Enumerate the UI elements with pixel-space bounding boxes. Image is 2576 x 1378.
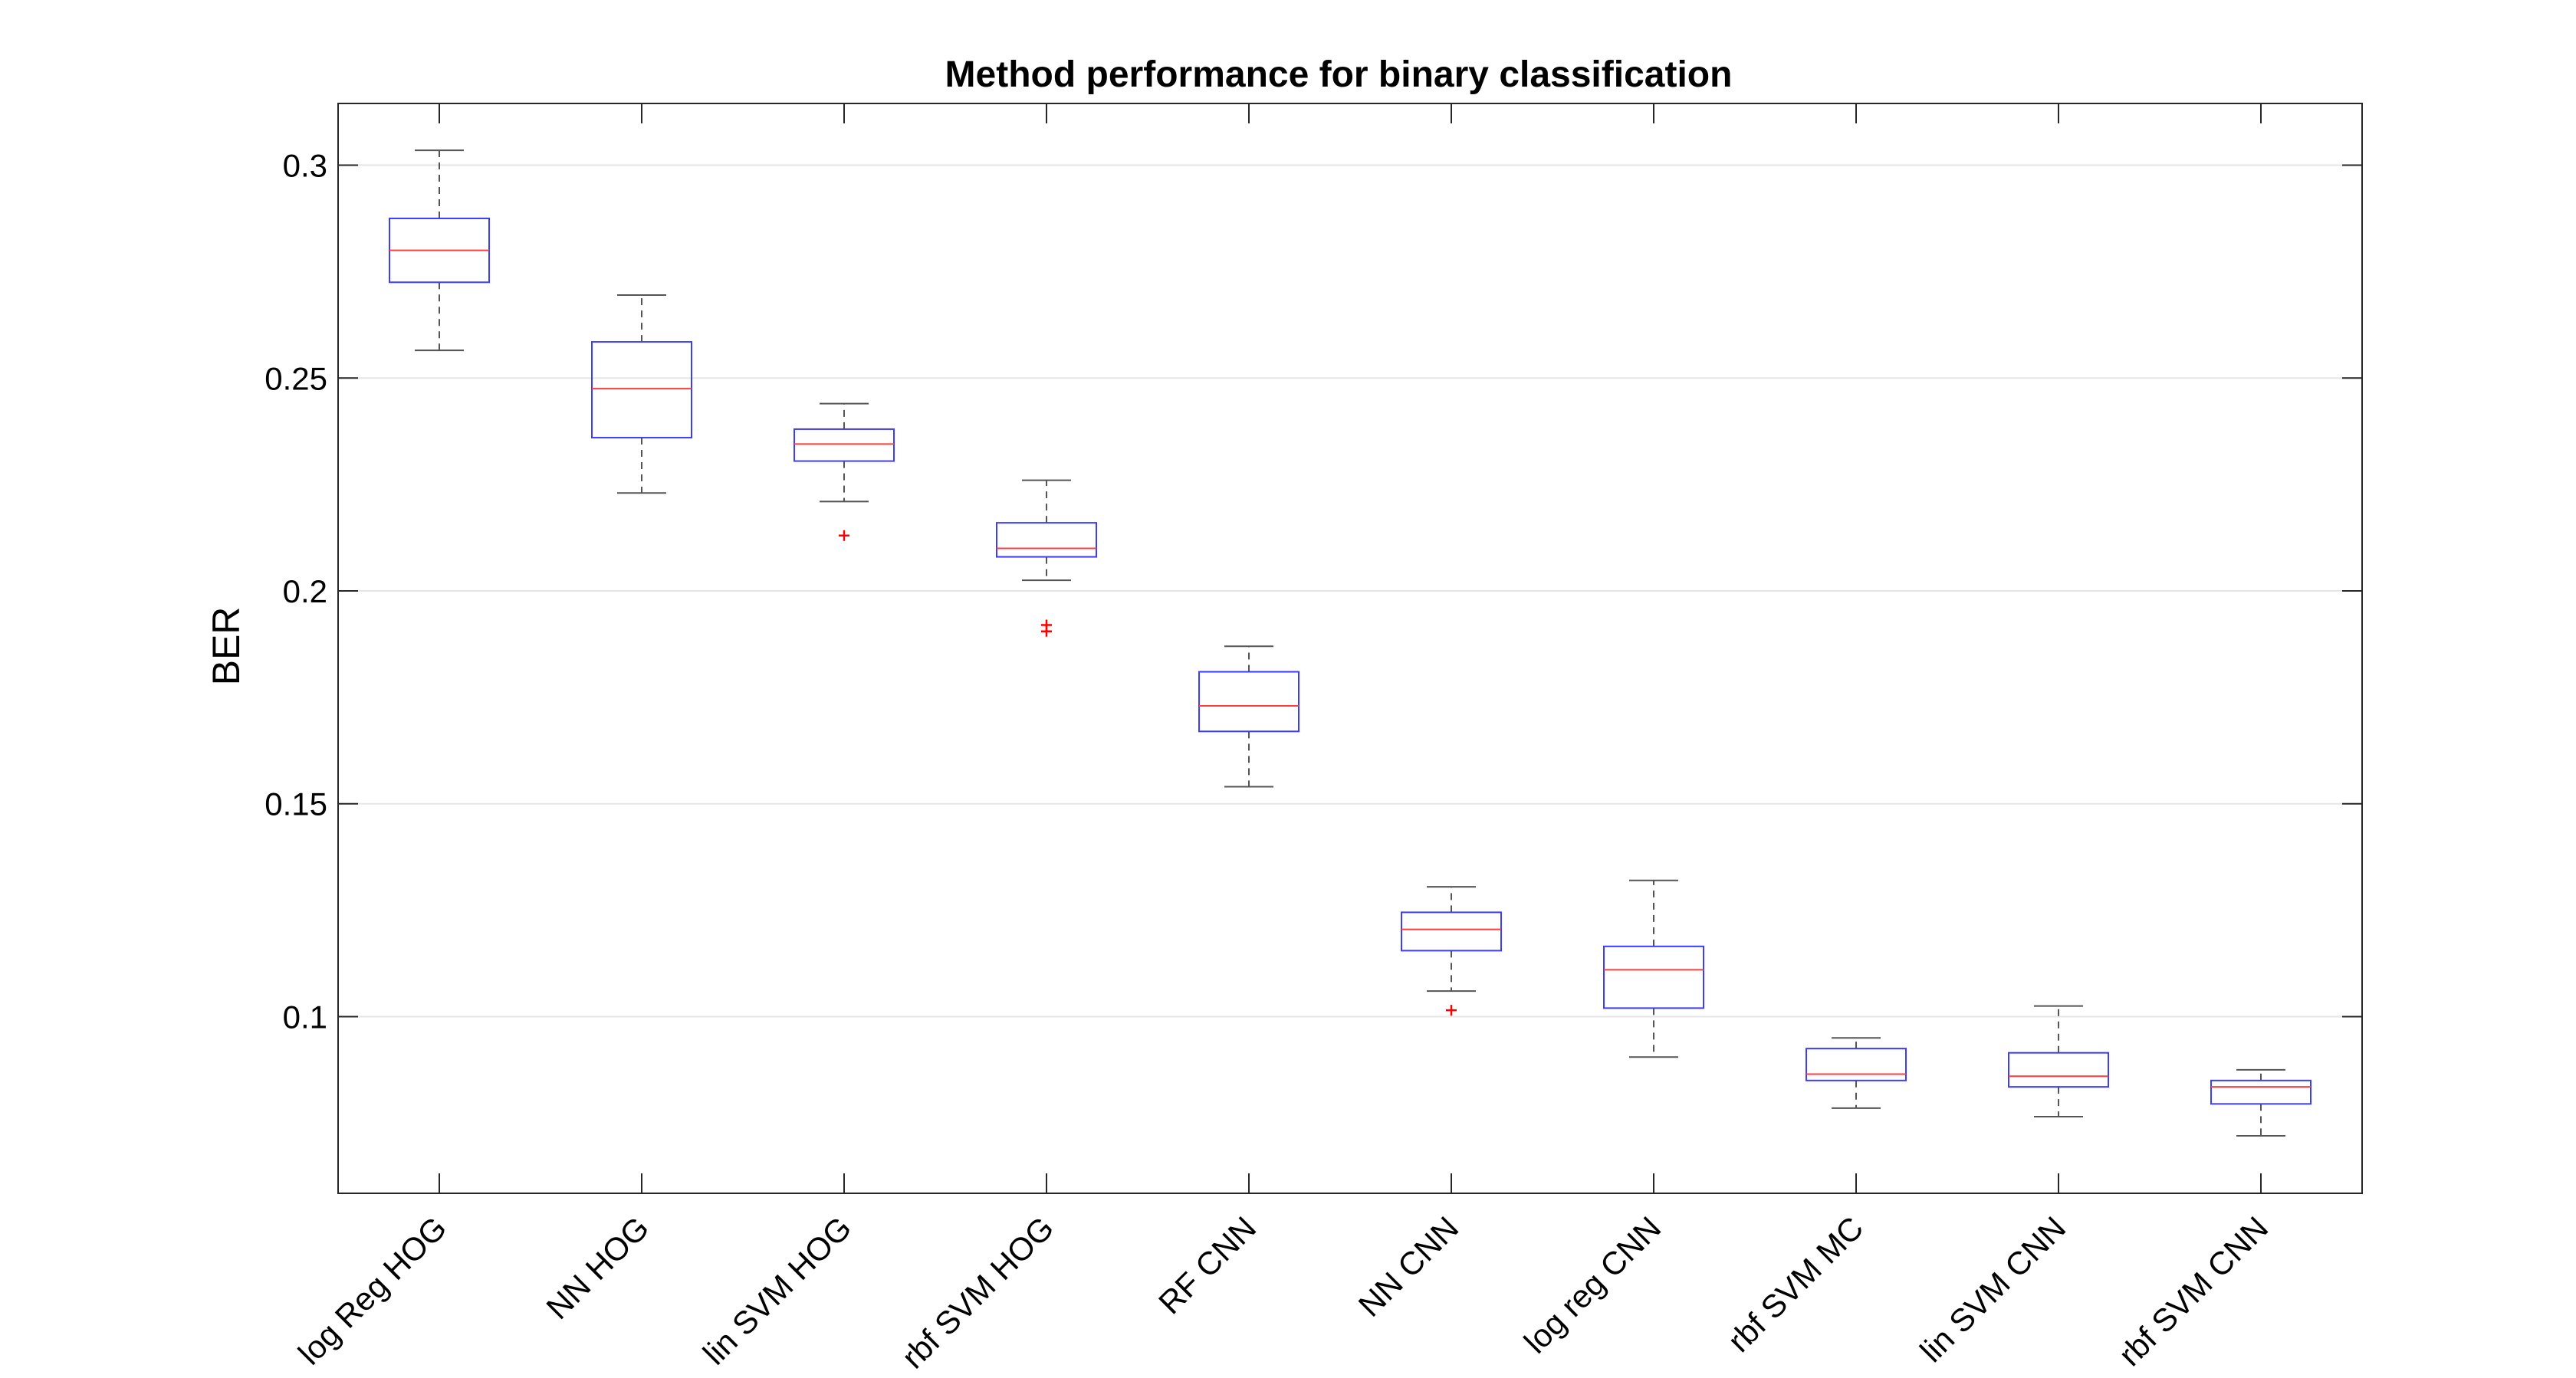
box-iqr	[794, 428, 895, 462]
y-tick-label: 0.2	[283, 573, 327, 609]
outlier-marker	[1041, 625, 1052, 637]
x-tick-label: lin SVM CNN	[1913, 1209, 2072, 1369]
axes-frame	[337, 103, 2363, 1194]
box-6	[1401, 886, 1502, 1016]
box-4	[996, 479, 1097, 637]
y-tick-label: 0.25	[264, 360, 327, 396]
box-3	[794, 402, 895, 541]
x-tick-label: NN CNN	[1352, 1209, 1466, 1324]
outlier-marker	[1446, 1005, 1457, 1016]
x-tick-label: lin SVM HOG	[696, 1209, 858, 1371]
box-iqr	[1806, 1048, 1907, 1081]
x-tick-label: RF CNN	[1152, 1209, 1263, 1321]
box-iqr	[2008, 1052, 2109, 1088]
box-iqr	[1603, 945, 1704, 1009]
chart-title: Method performance for binary classifica…	[945, 54, 1733, 95]
box-7	[1603, 879, 1704, 1058]
box-iqr	[1198, 671, 1300, 733]
y-tick-label: 0.1	[283, 999, 327, 1035]
box-9	[2008, 1005, 2109, 1118]
axis-ticks: 0.1 0.15 0.2 0.25 0.3 log Reg HOG NN HOG lin SV…	[264, 103, 2362, 1376]
box-8	[1806, 1037, 1907, 1109]
x-tick-label: rbf SVM CNN	[2111, 1209, 2275, 1373]
box-iqr	[1401, 911, 1502, 952]
y-axis-label: BER	[205, 607, 248, 686]
x-tick-label: NN HOG	[539, 1209, 656, 1326]
box-series	[389, 149, 2312, 1137]
box-10	[2210, 1068, 2312, 1137]
box-2	[591, 294, 692, 494]
grid-lines	[338, 164, 2362, 1018]
outlier-marker	[839, 530, 849, 541]
y-tick-label: 0.15	[264, 786, 327, 822]
x-tick-label: log reg CNN	[1517, 1209, 1668, 1360]
box-iqr	[996, 522, 1097, 558]
box-iqr	[2210, 1079, 2312, 1105]
x-tick-label: log Reg HOG	[291, 1209, 454, 1372]
y-tick-label: 0.3	[283, 148, 327, 184]
box-1	[389, 149, 490, 352]
x-tick-label: rbf SVM HOG	[895, 1209, 1060, 1375]
x-tick-label: rbf SVM MC	[1720, 1209, 1870, 1359]
box-iqr	[591, 341, 692, 439]
box-5	[1198, 645, 1300, 788]
